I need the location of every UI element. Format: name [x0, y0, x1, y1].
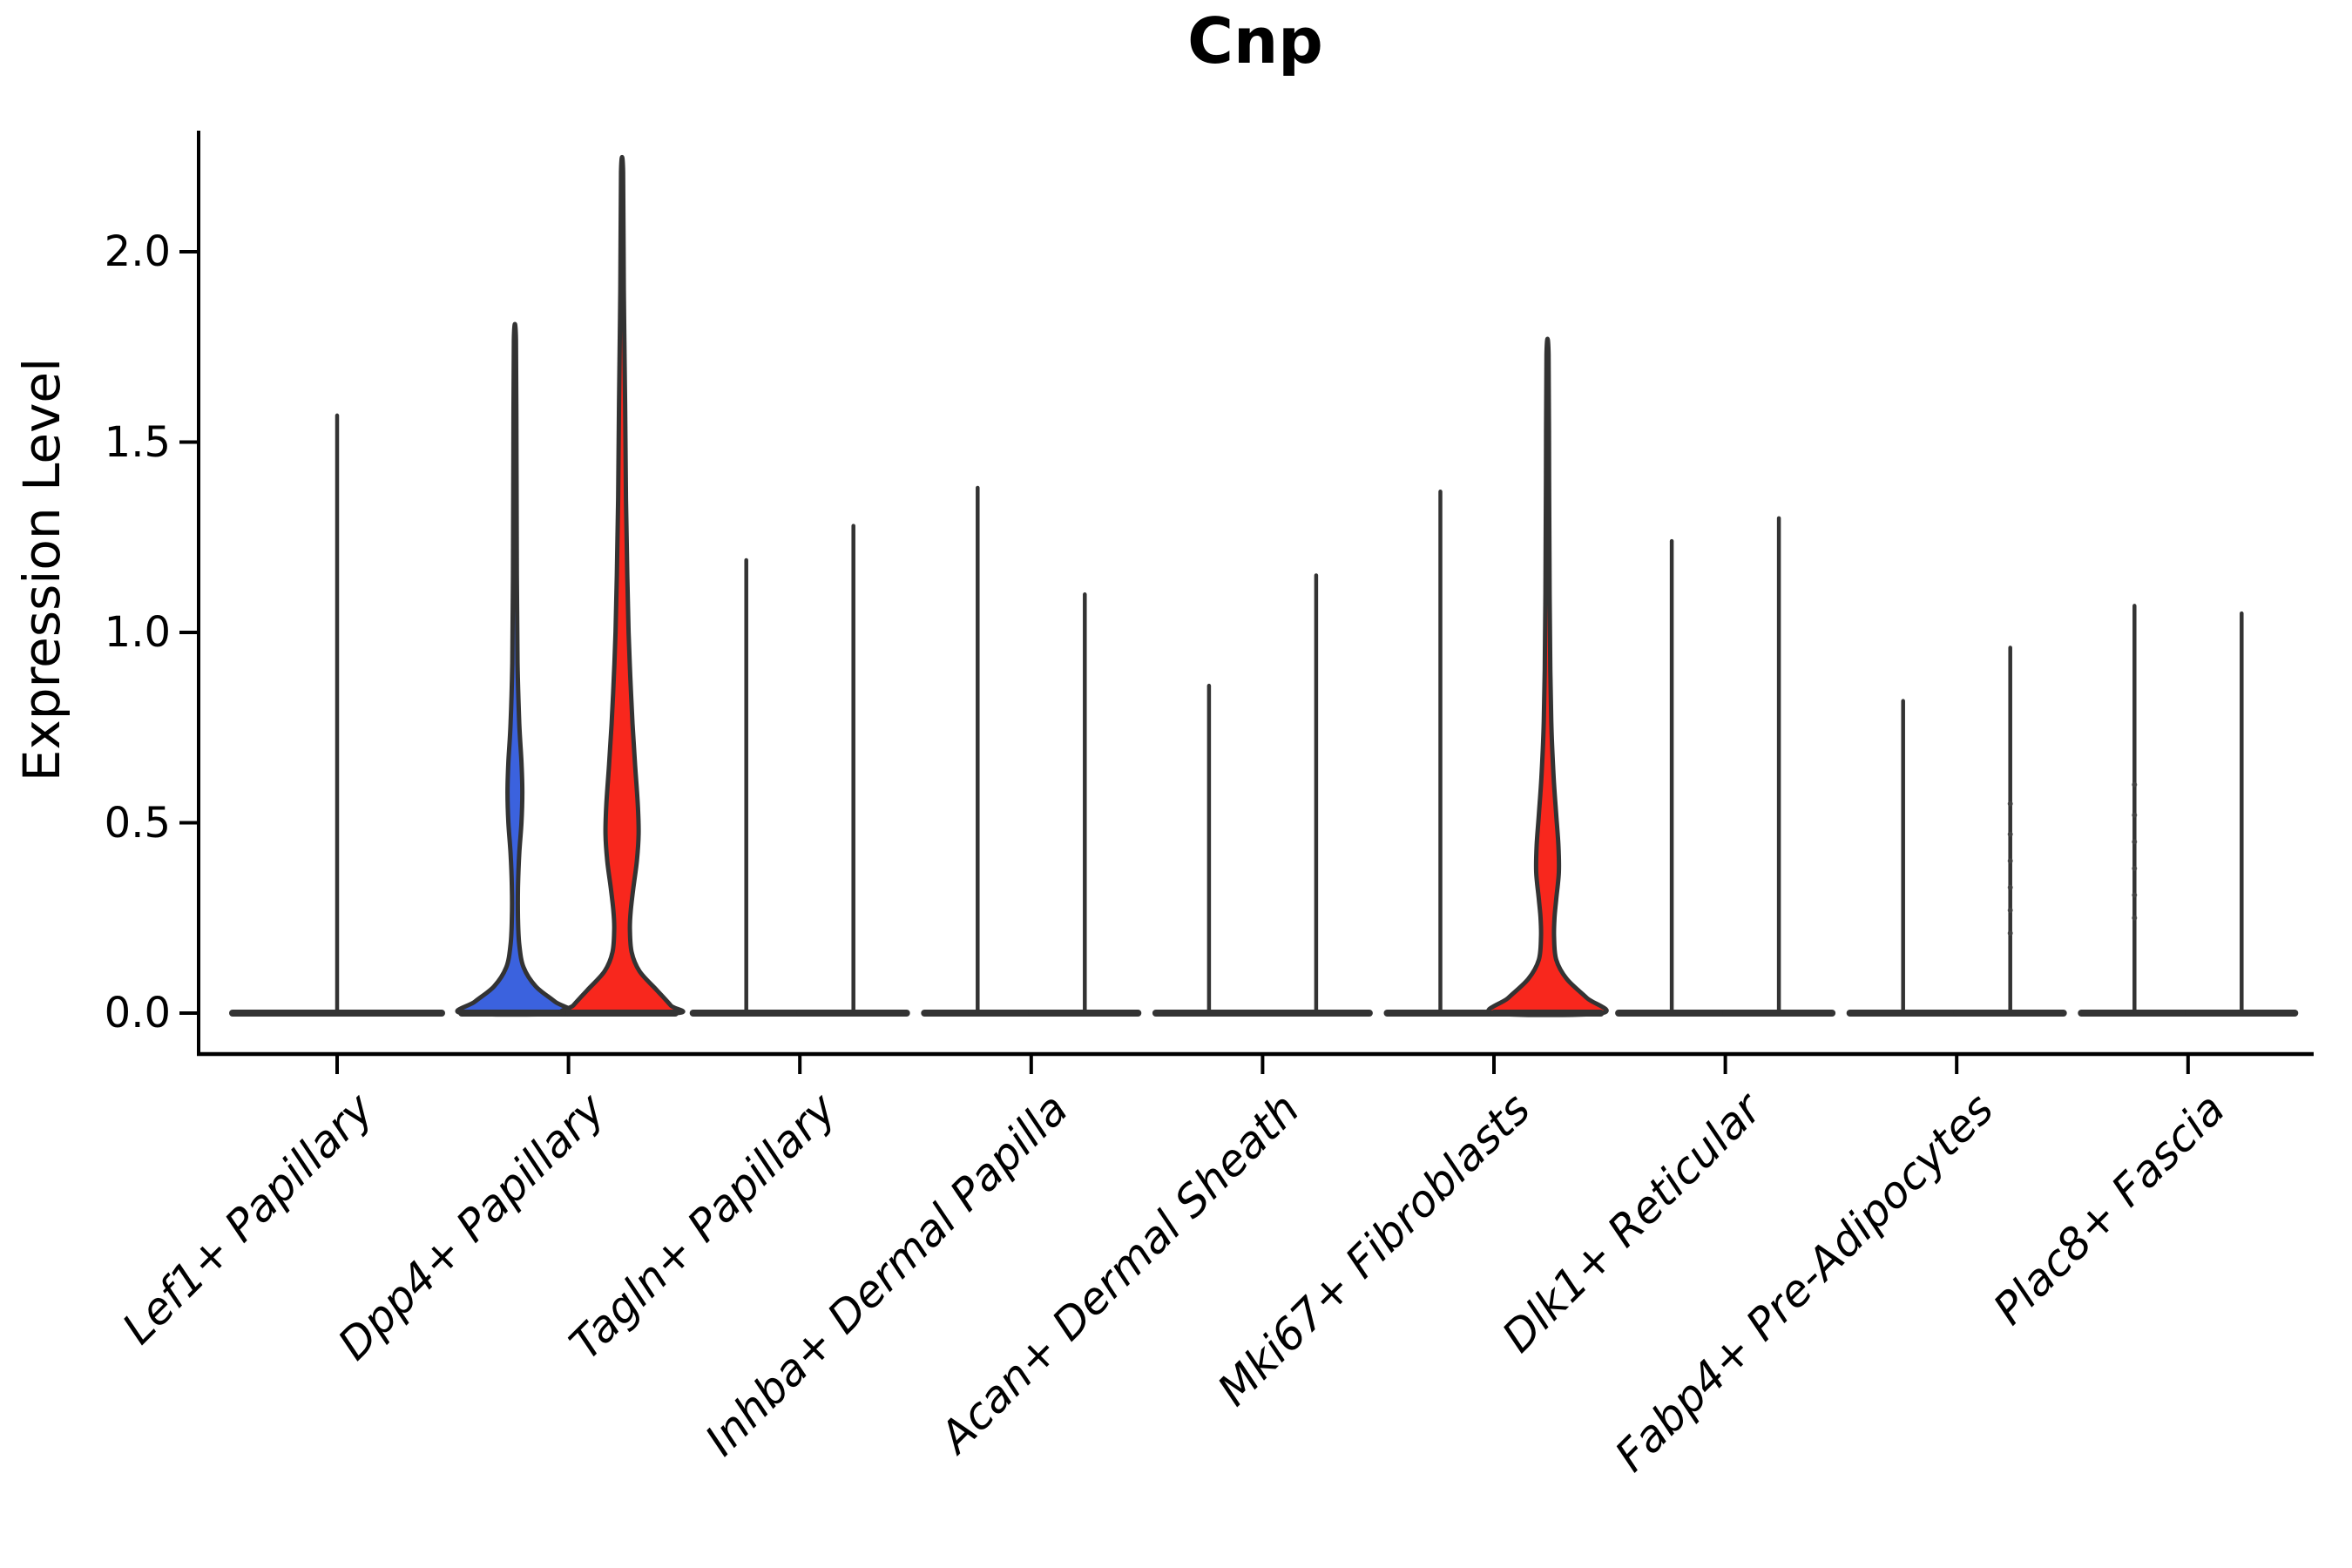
violin-8-left-jitter-dot: [2132, 839, 2138, 845]
violin-8-left-jitter-dot: [2132, 892, 2138, 898]
y-tick-label: 1.5: [104, 417, 171, 467]
violin-8-left-jitter-dot: [2132, 865, 2138, 871]
violin-5-right: [1486, 336, 1609, 1017]
violin-1-right: [558, 154, 686, 1017]
violin-7-right-jitter-dot: [2007, 930, 2013, 936]
violin-7-right-jitter-dot: [2007, 831, 2013, 837]
violin-7-right-jitter-dot: [2007, 884, 2013, 890]
violin-1-left: [455, 321, 575, 1017]
violin-8-left-jitter-dot: [2132, 915, 2138, 921]
y-tick-label: 2.0: [104, 227, 171, 276]
chart-title: Cnp: [1187, 4, 1323, 78]
violin-8-left-jitter-dot: [2132, 812, 2138, 818]
violin-7-right-jitter-dot: [2007, 908, 2013, 914]
violin-8-left-jitter-dot: [2132, 781, 2138, 787]
violin-7-right-jitter-dot: [2007, 801, 2013, 807]
violin-7-right-jitter-dot: [2007, 858, 2013, 864]
y-tick-label: 0.5: [104, 798, 171, 848]
y-tick-label: 0.0: [104, 989, 171, 1037]
y-tick-label: 1.0: [104, 608, 171, 657]
